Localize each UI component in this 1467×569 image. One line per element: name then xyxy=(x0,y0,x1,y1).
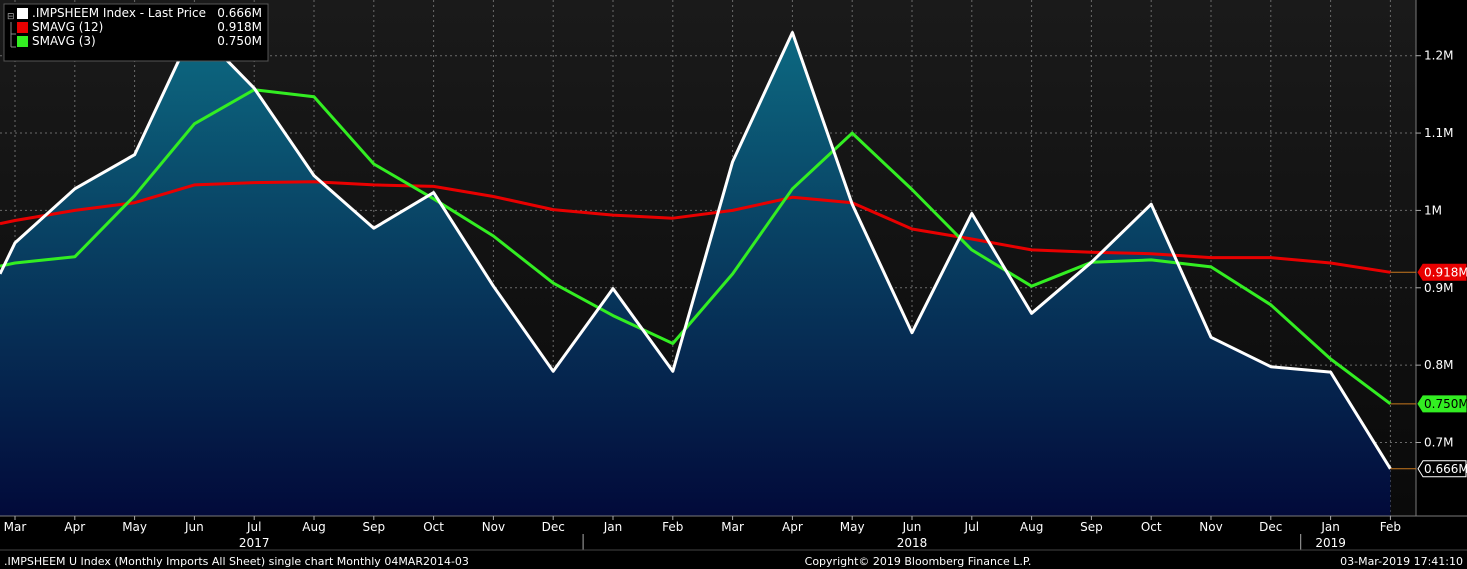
x-tick-label: Nov xyxy=(482,520,505,534)
legend-value: 0.918M xyxy=(217,20,262,34)
x-tick-label: Dec xyxy=(1259,520,1282,534)
x-tick-label: Jun xyxy=(902,520,922,534)
y-tick-label: 0.7M xyxy=(1424,436,1453,450)
x-tick-label: Apr xyxy=(782,520,803,534)
x-tick-label: May xyxy=(122,520,147,534)
footer-right: 03-Mar-2019 17:41:10 xyxy=(1340,555,1463,568)
legend-background xyxy=(3,3,269,62)
legend: ⊟ .IMPSHEEM Index - Last Price 0.666M SMAV… xyxy=(3,3,269,62)
footer-center: Copyright© 2019 Bloomberg Finance L.P. xyxy=(805,555,1032,568)
legend-swatch xyxy=(17,36,28,47)
x-tick-label: Jul xyxy=(246,520,261,534)
y-tick-label: 0.9M xyxy=(1424,281,1453,295)
value-tags: 0.918M 0.750M 0.666M xyxy=(1390,263,1467,478)
x-tick-label: Nov xyxy=(1199,520,1222,534)
x-tick-label: Sep xyxy=(362,520,385,534)
y-tick-label: 1M xyxy=(1424,203,1442,217)
year-axis: 2017 2018 2019 xyxy=(239,534,1346,550)
last-value-tag xyxy=(1417,263,1467,281)
price-area xyxy=(0,27,1391,516)
legend-swatch xyxy=(17,22,28,33)
x-tick-label: Jul xyxy=(964,520,979,534)
x-tick-label: Mar xyxy=(4,520,27,534)
sma3-line xyxy=(0,88,1392,406)
legend-label: .IMPSHEEM Index - Last Price xyxy=(32,6,206,20)
x-tick-label: Mar xyxy=(721,520,744,534)
y-tick-label: 1.2M xyxy=(1424,49,1453,63)
x-tick-label: May xyxy=(840,520,865,534)
x-tick-label: Feb xyxy=(662,520,683,534)
last-value-tag-label: 0.918M xyxy=(1424,265,1467,279)
y-axis: 0.7M 0.8M 0.9M 1M 1.1M 1.2M xyxy=(1416,49,1453,450)
footer-left: .IMPSHEEM U Index (Monthly Imports All S… xyxy=(4,555,469,568)
legend-value: 0.666M xyxy=(217,6,262,20)
x-tick-label: Feb xyxy=(1380,520,1401,534)
x-tick-label: Jun xyxy=(184,520,204,534)
x-tick-label: Aug xyxy=(302,520,325,534)
legend-label: SMAVG (3) xyxy=(32,34,96,48)
x-tick-label: Oct xyxy=(423,520,444,534)
x-tick-label: Dec xyxy=(542,520,565,534)
x-tick-label: Apr xyxy=(64,520,85,534)
last-value-tag-label: 0.666M xyxy=(1424,462,1467,476)
year-label: 2019 xyxy=(1315,536,1346,550)
legend-value: 0.750M xyxy=(217,34,262,48)
last-value-tag-label: 0.750M xyxy=(1424,397,1467,411)
last-value-tag xyxy=(1417,460,1467,478)
x-tick-label: Jan xyxy=(603,520,623,534)
year-label: 2017 xyxy=(239,536,270,550)
x-tick-label: Oct xyxy=(1141,520,1162,534)
legend-swatch xyxy=(17,8,28,19)
x-axis: Mar Apr May Jun Jul Aug Sep Oct Nov Dec Jan Feb Mar A… xyxy=(4,516,1401,534)
legend-tree-lines xyxy=(10,22,16,48)
last-value-tag xyxy=(1417,395,1467,413)
x-tick-label: Aug xyxy=(1020,520,1043,534)
sma12-line xyxy=(0,180,1391,274)
x-tick-label: Jan xyxy=(1320,520,1340,534)
legend-collapse-icon[interactable]: ⊟ xyxy=(7,12,15,22)
legend-label: SMAVG (12) xyxy=(32,20,103,34)
y-tick-label: 0.8M xyxy=(1424,358,1453,372)
year-label: 2018 xyxy=(897,536,928,550)
y-tick-label: 1.1M xyxy=(1424,126,1453,140)
x-tick-label: Sep xyxy=(1080,520,1103,534)
